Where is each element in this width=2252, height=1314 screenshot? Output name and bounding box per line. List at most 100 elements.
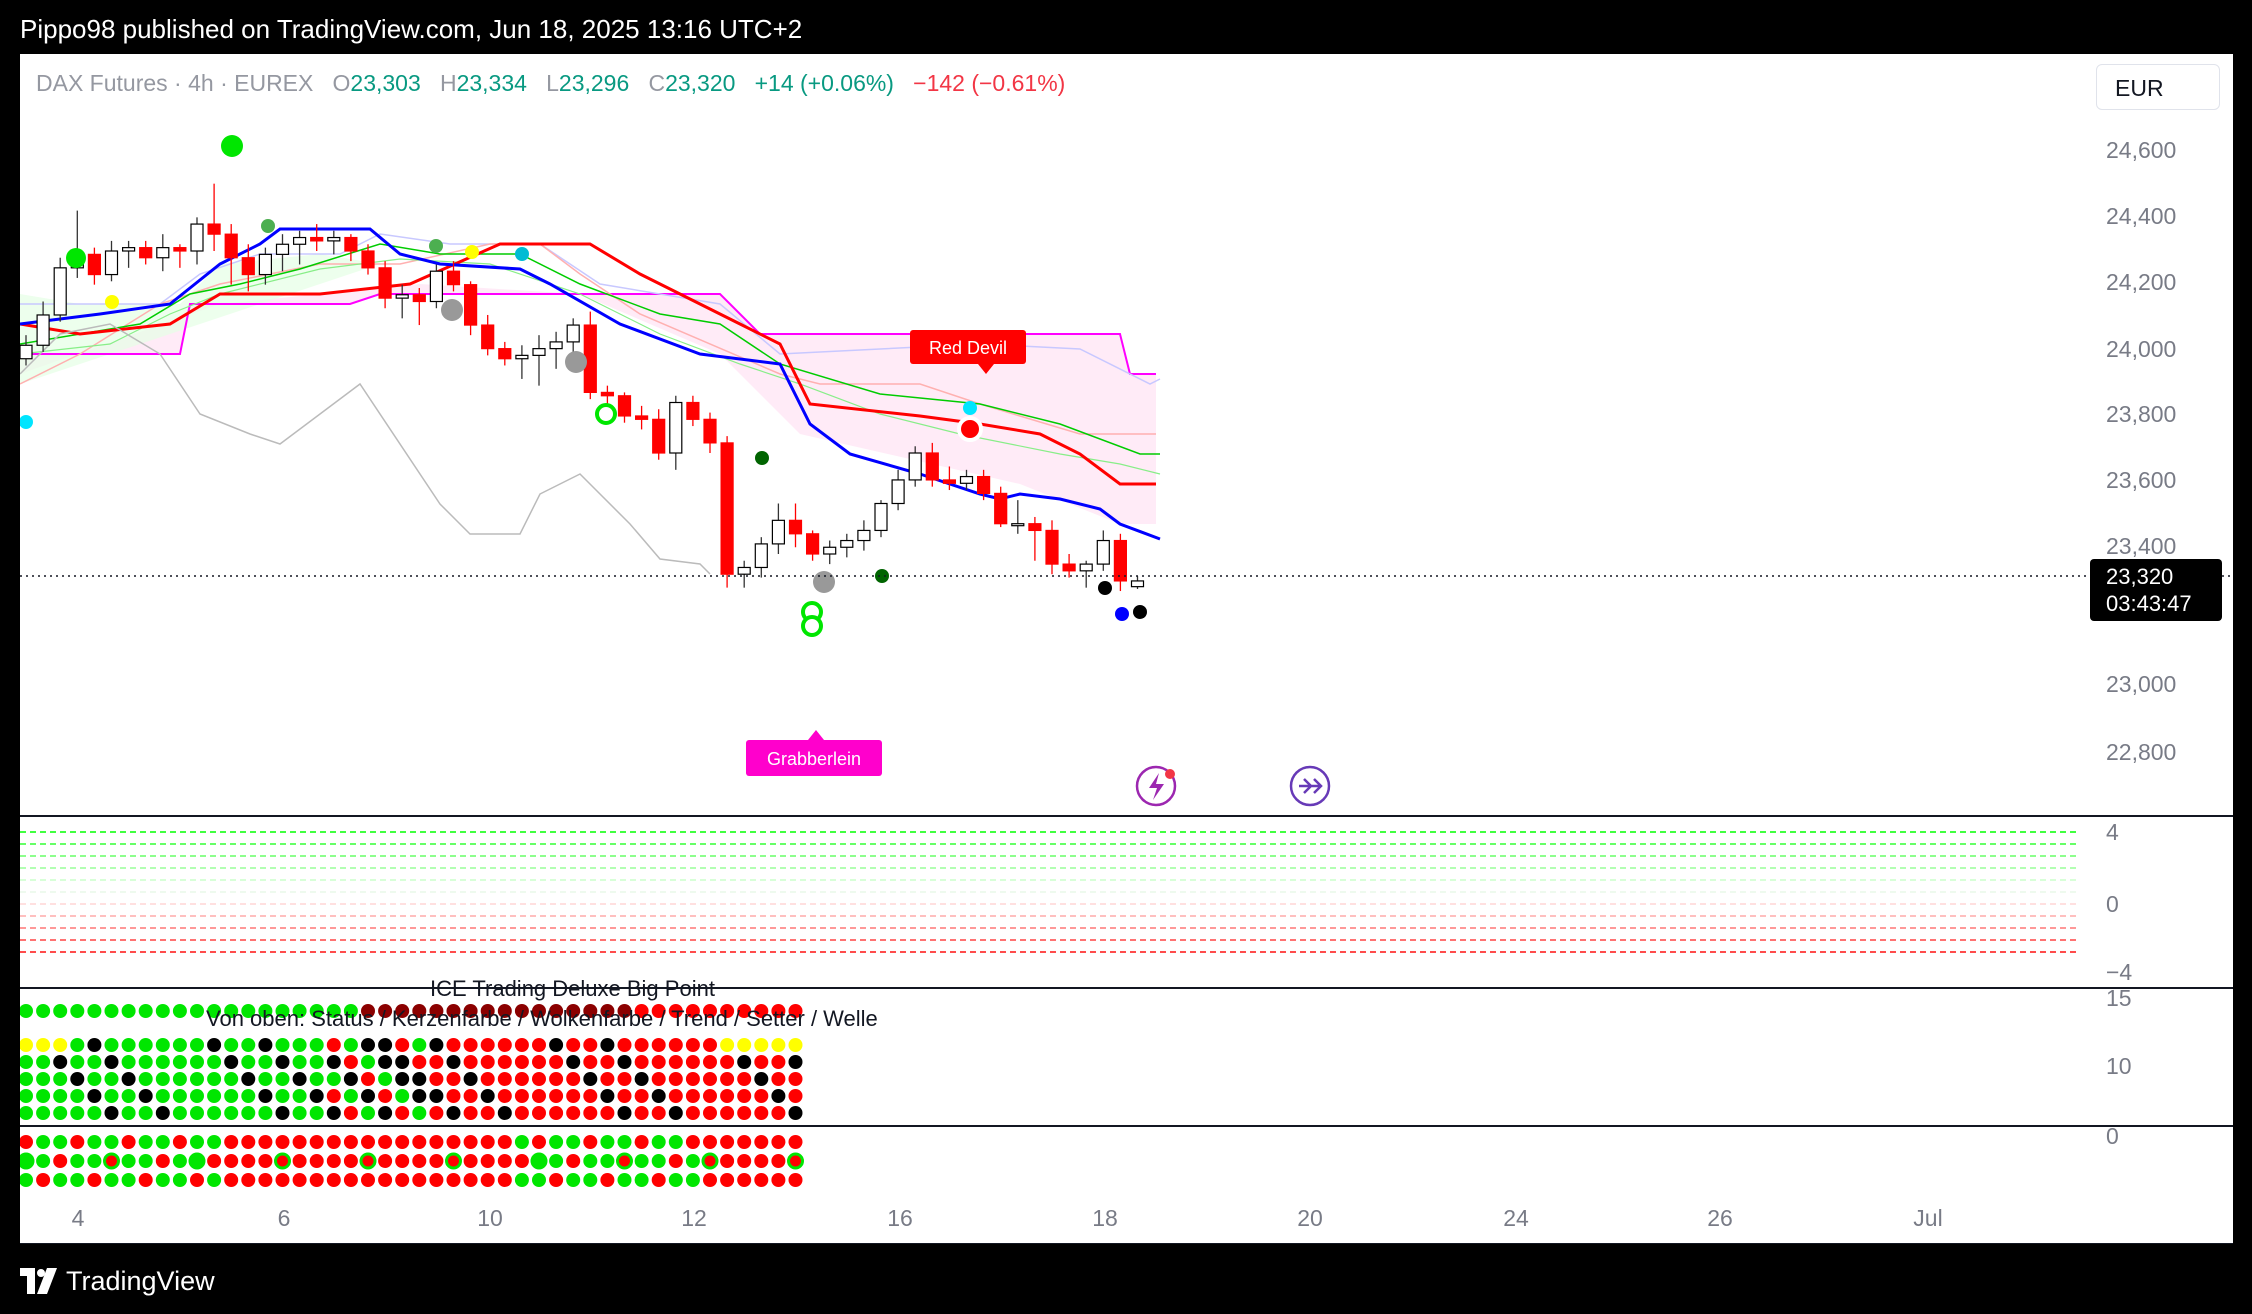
bigpoint-dot <box>668 1038 683 1052</box>
wave-dot <box>497 1154 512 1168</box>
bigpoint-dot <box>685 1089 700 1103</box>
bigpoint-dot <box>617 1004 632 1018</box>
wave-dot <box>412 1135 427 1149</box>
bigpoint-dot <box>685 1106 700 1120</box>
wave-dot <box>103 1152 120 1170</box>
bigpoint-dot <box>737 1089 752 1103</box>
time-axis-label: 16 <box>887 1205 913 1231</box>
bigpoint-dot <box>378 1072 393 1086</box>
wave-dot <box>274 1152 291 1170</box>
bigpoint-dot <box>566 1038 581 1052</box>
wave-dot <box>343 1154 358 1168</box>
currency-selector[interactable]: EUR <box>2096 64 2220 110</box>
bigpoint-dot <box>207 1055 222 1069</box>
bigpoint-dot <box>703 1072 717 1086</box>
bigpoint-dot <box>87 1004 102 1018</box>
wave-dot <box>172 1173 187 1187</box>
tradingview-brand[interactable]: TradingView <box>66 1266 215 1296</box>
candle <box>327 230 341 255</box>
grabberlein-label[interactable]: Grabberlein <box>746 730 882 776</box>
time-axis-label: 26 <box>1707 1205 1733 1231</box>
candle-body <box>104 250 119 276</box>
wave-dot <box>359 1152 377 1170</box>
chart-canvas[interactable]: 24,600 24,400 24,200 24,000 23,800 23,600 23,4… <box>20 54 2233 1244</box>
symbol-label[interactable]: DAX Futures · 4h · EUREX <box>36 70 314 96</box>
candle <box>395 284 409 319</box>
bigpoint-dot <box>651 1038 666 1052</box>
bigpoint-dot <box>241 1089 256 1103</box>
bigpoint-dot <box>292 1038 307 1052</box>
wave-dot <box>651 1154 666 1168</box>
candle-body <box>925 452 939 481</box>
bigpoint-dot <box>514 1038 529 1052</box>
bigpoint-dot <box>378 1038 393 1052</box>
wave-dot <box>549 1154 564 1168</box>
wave-dot <box>87 1173 102 1187</box>
candle <box>1062 554 1076 578</box>
wave-dot <box>634 1173 649 1187</box>
wave-dot <box>70 1154 85 1168</box>
bigpoint-dot <box>53 1072 68 1086</box>
red-devil-label[interactable]: Red Devil <box>910 330 1026 374</box>
change2-value: −142 (−0.61%) <box>913 70 1066 96</box>
candle <box>652 409 666 460</box>
candle-body <box>327 236 341 242</box>
chart-panel[interactable]: 24,600 24,400 24,200 24,000 23,800 23,600 23,4… <box>20 54 2233 1244</box>
lightning-event-icon[interactable] <box>1135 765 1177 807</box>
bigpoint-dot <box>532 1106 546 1120</box>
wave-dot <box>309 1135 324 1149</box>
bigpoint-dot <box>446 1038 461 1052</box>
blue-conversion-line <box>20 227 1161 541</box>
bigpoint-dot <box>20 1055 33 1069</box>
candle-body <box>224 233 238 259</box>
wave-dot <box>720 1173 735 1187</box>
ohlc-legend: DAX Futures · 4h · EUREX O23,303 H23,334… <box>36 70 1066 96</box>
forward-event-icon[interactable] <box>1289 765 1331 807</box>
wave-dot <box>395 1135 410 1149</box>
bigpoint-dot <box>309 1055 324 1069</box>
time-axis-label: 24 <box>1503 1205 1529 1231</box>
bigpoint-dot <box>395 1089 410 1103</box>
candle-body <box>395 294 409 299</box>
wave-dot <box>412 1154 427 1168</box>
bigpoint-dot <box>617 1072 632 1086</box>
bigpoint-dot <box>463 1055 478 1069</box>
bigpoint-dot <box>172 1038 187 1052</box>
wave-dot <box>138 1173 153 1187</box>
wave-dot <box>566 1135 581 1149</box>
candle-body <box>275 243 290 255</box>
bigpoint-dot <box>224 1106 239 1120</box>
wave-dot <box>651 1135 666 1149</box>
bigpoint-dot <box>446 1004 461 1018</box>
time-axis-label: 18 <box>1092 1205 1118 1231</box>
candle-body <box>720 442 734 575</box>
wave-dot <box>549 1135 564 1149</box>
bigpoint-dot <box>258 1089 273 1103</box>
candle <box>634 405 649 430</box>
bigpoint-dot <box>155 1004 170 1018</box>
candle <box>1028 516 1042 561</box>
wave-dot <box>172 1154 187 1168</box>
bigpoint-dot <box>549 1055 564 1069</box>
candle-body <box>481 324 495 350</box>
candle-body <box>429 270 443 303</box>
wave-dot <box>292 1154 307 1168</box>
bigpoint-axis-label: 10 <box>2106 1053 2132 1079</box>
bigpoint-dot <box>771 1072 786 1086</box>
wave-dot <box>617 1135 632 1149</box>
wave-dot <box>70 1135 85 1149</box>
candle-body <box>959 475 974 484</box>
candle-body <box>1011 523 1025 527</box>
bigpoint-dot <box>275 1106 290 1120</box>
candle <box>720 436 734 588</box>
oscillator-axis-label: −4 <box>2106 959 2132 985</box>
bigpoint-dot <box>549 1038 564 1052</box>
wave-dot <box>480 1135 495 1149</box>
bigpoint-dot <box>514 1004 529 1018</box>
bigpoint-dot <box>207 1004 222 1018</box>
signal-dot <box>515 247 529 261</box>
time-axis-label: 20 <box>1297 1205 1323 1231</box>
wave-dot <box>104 1173 119 1187</box>
bigpoint-dot <box>343 1106 358 1120</box>
wave-dot <box>275 1173 290 1187</box>
